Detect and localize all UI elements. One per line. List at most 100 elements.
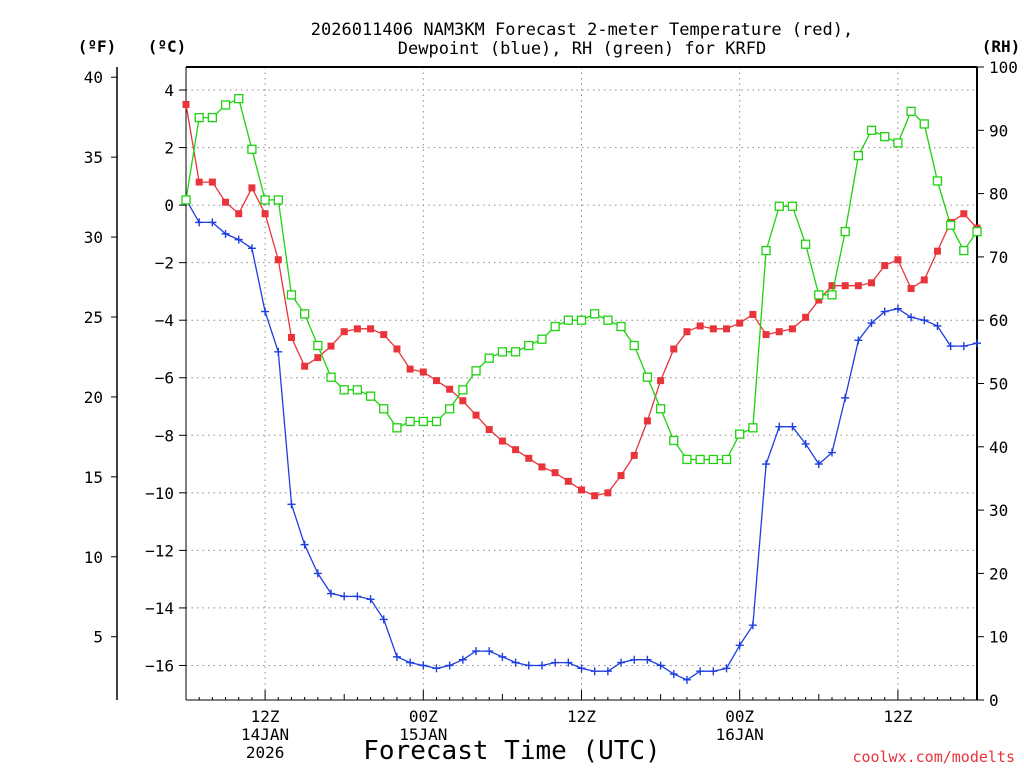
rh-tick-label: 0 — [989, 691, 999, 710]
dewpoint-point — [735, 641, 744, 650]
rh-point — [814, 290, 824, 300]
temperature-point — [815, 296, 823, 304]
dewpoint-point — [959, 342, 968, 351]
rh-point — [906, 106, 916, 116]
dewpoint-point — [537, 661, 546, 670]
x-tick-label-time: 12Z — [567, 707, 596, 726]
temperature-point — [367, 325, 375, 333]
temperature-point — [630, 451, 638, 459]
dewpoint-point — [682, 675, 691, 684]
rh-tick-label: 20 — [989, 564, 1008, 583]
celsius-unit-label: (ºC) — [148, 37, 187, 56]
dewpoint-point — [419, 661, 428, 670]
temperature-point — [459, 397, 467, 405]
celsius-tick-label: −16 — [145, 656, 174, 675]
temperature-point — [406, 365, 414, 373]
rh-tick-label: 30 — [989, 501, 1008, 520]
temperature-point — [578, 486, 585, 494]
dewpoint-point — [973, 339, 981, 348]
gridlines — [186, 67, 977, 700]
x-tick-label-date: 15JAN — [399, 725, 447, 744]
celsius-tick-label: −8 — [155, 426, 174, 445]
temperature-point — [933, 247, 941, 255]
fahrenheit-tick-label: 15 — [84, 468, 103, 487]
temperature-point — [393, 345, 401, 353]
temperature-point — [512, 446, 520, 454]
dewpoint-point — [221, 229, 230, 238]
dewpoint-point — [775, 422, 784, 431]
rh-point — [260, 195, 270, 205]
dewpoint-point — [893, 304, 902, 313]
temperature-point — [235, 210, 243, 218]
fahrenheit-tick-label: 35 — [84, 148, 103, 167]
temperature-point — [960, 210, 968, 218]
celsius-tick-label: 2 — [164, 139, 174, 158]
rh-point — [735, 429, 745, 439]
temperature-point — [564, 477, 572, 485]
rh-tick-label: 90 — [989, 121, 1008, 140]
temperature-point — [894, 256, 902, 264]
temperature-point — [643, 417, 651, 425]
rh-point — [181, 195, 191, 205]
rh-point — [959, 245, 969, 256]
x-tick-label-time: 12Z — [883, 707, 912, 726]
dewpoint-point — [643, 655, 652, 664]
rh-point — [313, 340, 323, 351]
rh-point — [866, 125, 877, 135]
rh-point — [629, 340, 639, 351]
temperature-point — [222, 198, 230, 206]
dewpoint-series — [182, 195, 981, 684]
rh-tick-label: 80 — [989, 185, 1008, 204]
dewpoint-point — [656, 661, 665, 670]
dewpoint-point — [485, 647, 494, 656]
dewpoint-point — [880, 307, 889, 316]
temperature-point — [657, 377, 665, 385]
site-credit: coolwx.com/modelts — [852, 748, 1015, 766]
rh-point — [774, 201, 784, 211]
temperature-point — [446, 385, 454, 393]
rh-point — [787, 201, 798, 211]
dewpoint-point — [564, 658, 573, 667]
rh-tick-label: 50 — [989, 375, 1008, 394]
temperature-point — [472, 411, 480, 419]
dewpoint-point — [300, 540, 309, 549]
temperature-point — [920, 276, 928, 284]
dewpoint-point — [617, 658, 626, 667]
rh-point — [840, 226, 850, 237]
temperature-point — [248, 184, 256, 192]
rh-point — [524, 340, 534, 351]
rh-point — [932, 176, 943, 186]
rh-tick-label: 40 — [989, 438, 1008, 457]
rh-point — [616, 321, 626, 332]
temperature-point — [525, 454, 533, 462]
temperature-point — [696, 322, 704, 330]
dewpoint-point — [432, 664, 441, 673]
celsius-tick-label: 4 — [164, 81, 174, 100]
fahrenheit-tick-label: 25 — [84, 308, 103, 327]
dewpoint-point — [195, 218, 204, 227]
dewpoint-point — [208, 218, 217, 227]
rh-point — [748, 423, 758, 433]
dewpoint-point — [801, 439, 810, 448]
temperature-point — [485, 426, 493, 434]
rh-point — [339, 385, 349, 395]
rh-point — [576, 315, 587, 325]
dewpoint-point — [551, 658, 560, 667]
rh-point — [234, 94, 244, 104]
axes: 403530252015105420−2−4−6−8−10−12−14−1610… — [84, 58, 1018, 762]
rh-point — [563, 315, 573, 325]
temperature-point — [736, 319, 744, 327]
dewpoint-point — [907, 313, 916, 322]
dewpoint-point — [458, 655, 467, 664]
temperature-point — [775, 328, 783, 336]
temperature-point — [762, 331, 770, 339]
rh-point — [603, 315, 613, 325]
rh-point — [880, 131, 890, 142]
fahrenheit-tick-label: 10 — [84, 548, 103, 567]
rh-point — [484, 353, 494, 363]
rh-point — [365, 391, 376, 401]
rh-point — [590, 309, 600, 319]
temperature-point — [274, 256, 282, 264]
temperature-point — [432, 377, 440, 385]
dewpoint-point — [511, 658, 520, 667]
